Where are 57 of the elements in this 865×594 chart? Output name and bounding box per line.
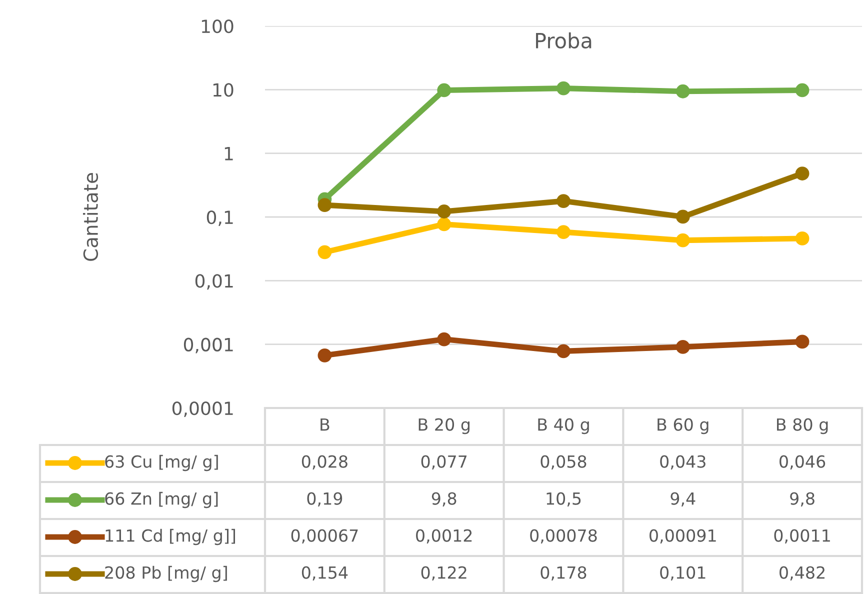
data-label: 9,8 (790, 492, 814, 507)
y-tick-label: 0,0001 (172, 401, 233, 417)
data-label: 9,8 (432, 492, 456, 507)
x-tick-label: B (320, 418, 330, 431)
point (556, 225, 570, 240)
data-label: 0,0012 (416, 529, 472, 544)
point (795, 232, 810, 246)
data-label: 0,077 (421, 455, 467, 470)
x-tick-label: B 20 g (418, 418, 470, 434)
y-tick-label: 0,1 (206, 210, 233, 226)
point (437, 83, 452, 98)
y-tick-label: 0,001 (184, 338, 233, 354)
legend-label: 208 Pb [mg/ g] (105, 566, 227, 582)
point (437, 332, 452, 346)
point (556, 344, 570, 358)
data-label: 0,0011 (774, 529, 830, 544)
point (676, 340, 690, 354)
data-label: 0,178 (540, 566, 586, 581)
y-axis-title: Cantitate (83, 173, 98, 261)
data-label: 0,101 (660, 566, 706, 581)
x-tick-label: B 80 g (777, 418, 828, 434)
data-label: 0,00067 (291, 529, 358, 544)
point (437, 217, 452, 232)
data-label: 0,122 (421, 566, 466, 581)
point (676, 84, 690, 98)
point (437, 204, 452, 218)
point (556, 81, 570, 96)
y-tick-label: 0,01 (195, 274, 233, 290)
x-tick-label: B 40 g (538, 418, 589, 434)
data-label: 0,00078 (530, 529, 597, 544)
point (795, 166, 810, 180)
point (795, 83, 810, 98)
chart-title: Proba (536, 32, 592, 49)
legend-label: 63 Cu [mg/ g] (105, 454, 218, 472)
point (676, 210, 690, 224)
data-label: 0,058 (540, 455, 586, 470)
data-label: 0,154 (302, 566, 348, 581)
data-label: 0,482 (780, 566, 824, 581)
data-label: 0,19 (307, 492, 342, 507)
legend-label: 111 Cd [mg/ g]] (106, 528, 236, 546)
y-tick-label: 10 (213, 83, 234, 97)
point (795, 334, 810, 349)
data-label: 0,046 (780, 455, 826, 470)
data-label: 0,00091 (650, 529, 716, 544)
data-label: 0,043 (660, 455, 706, 470)
point (556, 194, 570, 208)
legend-label: 66 Zn [mg/ g] (105, 492, 218, 508)
data-label: 9,4 (670, 492, 696, 507)
point (318, 198, 332, 212)
data-label: 10,5 (546, 492, 581, 507)
point (676, 233, 690, 248)
point (318, 348, 332, 362)
y-tick-label: 1 (224, 147, 233, 160)
data-label: 0,028 (302, 455, 348, 470)
y-tick-label: 100 (202, 19, 234, 34)
point (318, 245, 332, 260)
x-tick-label: B 60 g (658, 418, 708, 434)
